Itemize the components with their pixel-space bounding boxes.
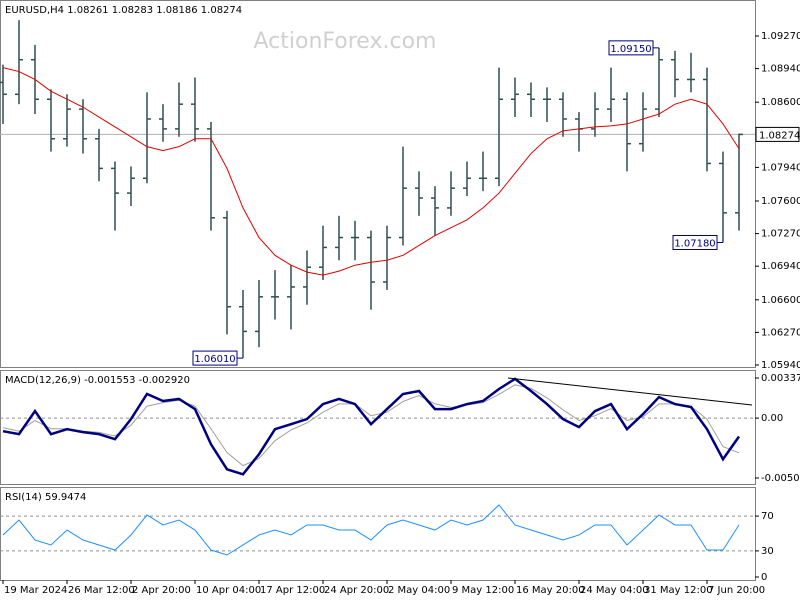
x-tick-label: 24 Apr 20:00 <box>324 585 389 596</box>
y-tick-label: 1.06270 <box>761 327 800 338</box>
y-tick-label: 1.09270 <box>761 31 800 42</box>
x-tick-label: 31 May 12:00 <box>644 585 713 596</box>
macd-trendline <box>507 377 753 406</box>
annotation-box <box>672 234 718 250</box>
macd-main <box>2 377 741 476</box>
annotation-label: 1.07180 <box>674 238 715 249</box>
x-tick-label: 2 Apr 20:00 <box>132 585 191 596</box>
y-tick-label: 1.06600 <box>761 295 800 306</box>
panel-frame <box>0 0 756 368</box>
x-tick-label: 17 Apr 12:00 <box>260 585 325 596</box>
y-tick-label: -0.00504 <box>761 473 800 484</box>
annotation-box <box>192 350 238 366</box>
x-tick-label: 7 Jun 20:00 <box>708 585 765 596</box>
y-tick-label: 1.08940 <box>761 64 800 75</box>
x-tick-label: 24 May 04:00 <box>580 585 649 596</box>
y-tick-label: 1.07270 <box>761 229 800 240</box>
y-tick-label: 1.06940 <box>761 261 800 272</box>
y-tick-label: 1.07600 <box>761 196 800 207</box>
panel-title: RSI(14) 59.9474 <box>5 492 86 503</box>
y-tick-label: 0.00 <box>761 413 783 424</box>
annotation-label: 1.09150 <box>610 44 651 55</box>
annotation-label: 1.06010 <box>194 354 235 365</box>
y-tick-label: 1.07940 <box>761 162 800 173</box>
y-tick-label: 0 <box>761 572 767 583</box>
x-tick-label: 9 May 12:00 <box>452 585 514 596</box>
y-tick-label: 1.08600 <box>761 97 800 108</box>
annotation-box <box>608 40 654 56</box>
last-price-box <box>755 126 800 142</box>
x-tick-label: 19 Mar 2024 <box>4 585 67 596</box>
panel-frame <box>0 370 756 485</box>
watermark: ActionForex.com <box>254 29 437 54</box>
y-tick-label: 70 <box>761 511 774 522</box>
last-price-label: 1.08274 <box>759 130 800 141</box>
panel-title: MACD(12,26,9) -0.001553 -0.002920 <box>5 375 190 386</box>
panel-title: EURUSD,H4 1.08261 1.08283 1.08186 1.0827… <box>5 5 242 16</box>
x-tick-label: 26 Mar 12:00 <box>68 585 135 596</box>
moving-average <box>2 67 740 276</box>
x-tick-label: 10 Apr 04:00 <box>196 585 261 596</box>
y-tick-label: 0.003375 <box>761 373 800 384</box>
rsi-line <box>2 504 740 556</box>
y-tick-label: 1.05940 <box>761 360 800 371</box>
x-tick-label: 2 May 04:00 <box>388 585 450 596</box>
y-tick-label: 30 <box>761 546 774 557</box>
x-tick-label: 16 May 20:00 <box>516 585 585 596</box>
